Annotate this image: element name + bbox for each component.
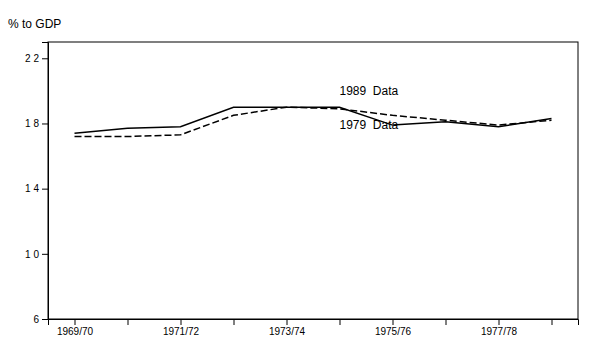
- y-axis-title: % to GDP: [8, 17, 61, 31]
- y-tick-label: 1 4: [25, 183, 39, 194]
- y-tick-label: 6: [33, 314, 39, 325]
- x-axis: 1969/70 1971/72 1973/74 1975/76 1977/78: [49, 319, 579, 337]
- x-tick: [552, 319, 553, 325]
- series-line: [75, 107, 552, 136]
- x-axis-line: [49, 320, 579, 326]
- y-tick-label: 1 0: [25, 249, 39, 260]
- y-tick: 2 2: [25, 53, 48, 64]
- series-label: 1989 Data: [340, 84, 399, 98]
- y-tick: 1 0: [25, 249, 48, 260]
- x-tick-mark: [181, 319, 182, 325]
- x-tick: 1973/74: [269, 319, 306, 337]
- y-tick-mark: [42, 123, 48, 124]
- lines: [75, 107, 552, 136]
- x-tick: 1975/76: [375, 319, 412, 337]
- plot: 6 1 0 1 4 1 8 2 2 1969/70 1971/72 1973/74 1975/7…: [25, 42, 578, 337]
- plot-frame: [48, 42, 578, 319]
- x-tick-mark: [499, 319, 500, 325]
- annotations: 1989 Data 1979 Data: [340, 84, 399, 132]
- x-tick: [446, 319, 447, 325]
- x-tick-mark: [393, 319, 394, 325]
- x-tick-mark: [446, 319, 447, 325]
- y-axis-line: [42, 43, 49, 320]
- y-tick: 6: [33, 314, 48, 325]
- y-tick: 1 4: [25, 183, 48, 194]
- series-label: 1979 Data: [340, 118, 399, 132]
- x-tick-mark: [128, 319, 129, 325]
- x-tick: 1969/70: [57, 319, 94, 337]
- x-tick: [234, 319, 235, 325]
- y-tick-mark: [42, 254, 48, 255]
- x-tick-mark: [75, 319, 76, 325]
- y-tick: 1 8: [25, 118, 48, 129]
- x-tick-mark: [552, 319, 553, 325]
- x-tick: [128, 319, 129, 325]
- x-tick-mark: [287, 319, 288, 325]
- y-axis: 6 1 0 1 4 1 8 2 2: [25, 43, 48, 325]
- x-tick: [340, 319, 341, 325]
- x-tick-label: 1975/76: [375, 326, 412, 337]
- y-tick-label: 2 2: [25, 53, 39, 64]
- x-tick-mark: [340, 319, 341, 325]
- y-tick-mark: [42, 58, 48, 59]
- x-tick-label: 1977/78: [481, 326, 518, 337]
- x-tick-label: 1971/72: [163, 326, 200, 337]
- chart: 6 1 0 1 4 1 8 2 2 1969/70 1971/72 1973/74 1975/7…: [0, 0, 600, 353]
- x-tick: 1977/78: [481, 319, 518, 337]
- x-tick-label: 1969/70: [57, 326, 94, 337]
- y-tick-mark: [42, 189, 48, 190]
- x-tick-label: 1973/74: [269, 326, 306, 337]
- x-tick: 1971/72: [163, 319, 200, 337]
- series-line: [75, 107, 552, 133]
- y-tick-mark: [42, 319, 48, 320]
- y-tick-label: 1 8: [25, 118, 39, 129]
- x-tick-mark: [234, 319, 235, 325]
